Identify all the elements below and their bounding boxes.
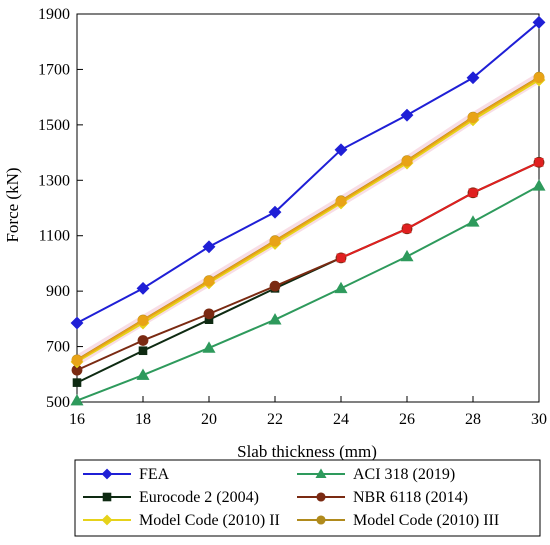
data-point: [401, 155, 413, 167]
data-point: [400, 108, 414, 122]
y-tick-label: 1700: [38, 61, 70, 78]
legend-label: Eurocode 2 (2004): [139, 489, 259, 506]
x-tick-label: 22: [267, 411, 283, 428]
y-tick-label: 700: [46, 339, 70, 356]
series-overlay: [71, 72, 545, 366]
legend-label: FEA: [139, 466, 170, 483]
data-point: [269, 235, 281, 247]
series-line: [76, 79, 540, 363]
series-line: [340, 161, 540, 259]
data-point: [336, 253, 346, 263]
series-line: [76, 184, 540, 402]
legend-marker: [315, 468, 327, 479]
data-point: [137, 335, 149, 346]
series-line: [76, 76, 540, 362]
data-point: [532, 179, 546, 191]
x-tick-label: 30: [531, 411, 547, 428]
legend-label: Model Code (2010) III: [353, 512, 499, 529]
data-point: [203, 275, 215, 287]
legend-marker: [101, 468, 113, 480]
legend-item: Eurocode 2 (2004): [83, 489, 259, 506]
legend-item: NBR 6118 (2014): [297, 489, 468, 506]
data-point: [136, 368, 150, 380]
y-axis-title: Force (kN): [3, 167, 22, 242]
x-tick-label: 20: [201, 411, 217, 428]
legend-label: Model Code (2010) II: [139, 512, 280, 529]
x-tick-label: 28: [465, 411, 481, 428]
data-point: [268, 313, 282, 325]
data-point: [533, 72, 545, 84]
data-point: [534, 157, 544, 167]
data-point: [72, 378, 82, 387]
y-tick-label: 1300: [38, 172, 70, 189]
series-layer: [70, 15, 546, 406]
data-point: [466, 71, 480, 85]
data-point: [532, 15, 546, 29]
legend-item: Model Code (2010) III: [297, 512, 499, 529]
plot-border: [76, 13, 540, 403]
data-point: [269, 280, 281, 292]
x-axis-ticks: 16 18 20 22 24 26 28 30: [69, 396, 547, 428]
y-tick-label: 1500: [38, 117, 70, 134]
data-point: [71, 355, 83, 366]
data-point: [268, 205, 282, 219]
legend-marker: [101, 514, 113, 526]
legend-label: NBR 6118 (2014): [353, 489, 468, 506]
data-point: [203, 308, 215, 320]
legend-label: ACI 318 (2019): [353, 466, 455, 483]
data-point: [466, 215, 480, 227]
data-point: [334, 281, 348, 294]
series-fea: [70, 15, 546, 330]
y-tick-label: 500: [46, 394, 70, 411]
x-tick-label: 26: [399, 411, 415, 428]
data-point: [402, 224, 412, 234]
data-point: [467, 112, 479, 124]
data-point: [136, 281, 150, 295]
data-point: [138, 346, 148, 356]
y-axis-ticks: 500 700 900 1100 1300 1500 1700 1900: [38, 6, 83, 411]
legend-item: ACI 318 (2019): [297, 466, 455, 483]
data-point: [202, 240, 216, 254]
data-point: [202, 341, 216, 353]
x-tick-label: 24: [333, 411, 349, 428]
data-point: [400, 249, 414, 262]
legend-item: Model Code (2010) II: [83, 512, 280, 529]
y-tick-label: 1100: [39, 228, 70, 245]
y-tick-label: 1900: [38, 6, 70, 23]
legend-marker: [316, 515, 326, 525]
data-point: [70, 394, 84, 406]
data-point: [70, 316, 84, 330]
data-point: [468, 188, 478, 198]
series-line: [76, 21, 540, 324]
legend: FEA ACI 318 (2019) Eurocode 2 (2004) NBR 61…: [74, 459, 541, 537]
legend-item: FEA: [83, 466, 170, 483]
data-point: [335, 195, 347, 207]
x-axis-title: Slab thickness (mm): [237, 442, 377, 461]
y-tick-label: 900: [46, 283, 70, 300]
x-tick-label: 16: [69, 411, 85, 428]
plot-area: [76, 13, 540, 403]
data-point: [334, 143, 348, 157]
x-tick-label: 18: [135, 411, 151, 428]
series-aci-318-2019-: [70, 179, 546, 406]
data-point: [137, 315, 149, 326]
series-overlay: [336, 157, 544, 263]
legend-marker: [316, 492, 326, 502]
legend-marker: [102, 492, 112, 502]
